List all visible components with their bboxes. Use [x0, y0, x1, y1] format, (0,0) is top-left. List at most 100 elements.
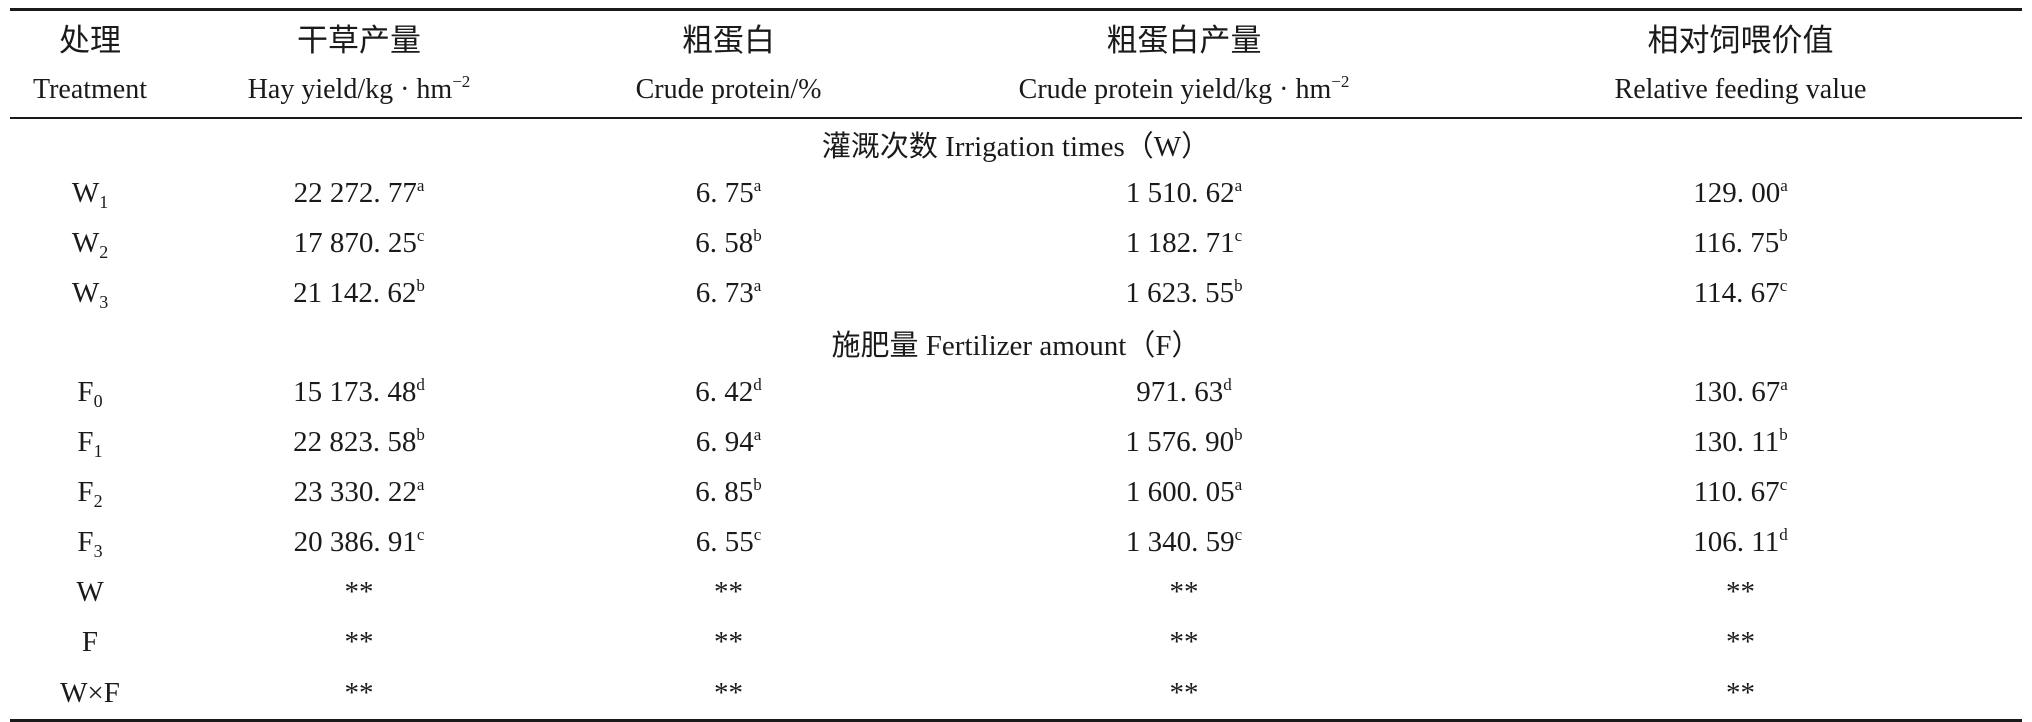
crude-protein-yield-cell-value: 1 600. 05 — [1125, 475, 1235, 508]
anova-hay-yield-significance: ** — [344, 575, 374, 608]
header-crude-protein-yield-en: Crude protein yield/kg · hm−2 — [909, 63, 1459, 118]
relative-feeding-value-cell-significance: d — [1779, 524, 1788, 544]
anova-crude-protein-yield-significance: ** — [1169, 676, 1199, 709]
header-hay-yield-unit-exponent: −2 — [452, 72, 471, 91]
table-row: W3 21 142. 62b 6. 73a 1 623. 55b 114. 67c — [10, 268, 2022, 318]
anova-factor-label: F — [81, 625, 99, 658]
hay-yield-cell: 23 330. 22a — [170, 467, 548, 517]
crude-protein-yield-cell-value: 1 576. 90 — [1125, 425, 1235, 458]
crude-protein-yield-cell-value: 1 340. 59 — [1125, 525, 1235, 558]
anova-relative-feeding-value-significance: ** — [1726, 575, 1755, 608]
crude-protein-cell-significance: a — [753, 275, 762, 295]
hay-yield-cell-significance: b — [416, 424, 425, 444]
crude-protein-cell: 6. 94a — [548, 417, 909, 467]
table-row: W2 17 870. 25c 6. 58b 1 182. 71c 116. 75b — [10, 218, 2022, 268]
crude-protein-yield-cell: 1 600. 05a — [909, 467, 1459, 517]
hay-yield-cell-value: 22 272. 77 — [293, 176, 417, 209]
hay-yield-cell-significance: a — [416, 175, 425, 195]
relative-feeding-value-cell: 106. 11d — [1459, 517, 2022, 567]
header-relative-feeding-value-zh: 相对饲喂价值 — [1647, 22, 1834, 58]
relative-feeding-value-cell-value: 130. 11 — [1693, 425, 1780, 458]
relative-feeding-value-cell-value: 106. 11 — [1693, 525, 1780, 558]
treatment-cell: F3 — [10, 517, 170, 567]
crude-protein-yield-cell: 1 340. 59c — [909, 517, 1459, 567]
hay-yield-cell-significance: c — [416, 524, 425, 544]
crude-protein-yield-cell-significance: c — [1234, 225, 1243, 245]
crude-protein-yield-cell-significance: b — [1234, 275, 1243, 295]
relative-feeding-value-cell-value: 110. 67 — [1693, 475, 1780, 508]
group-heading: 施肥量 Fertilizer amount（F） — [831, 329, 1201, 362]
crude-protein-yield-cell: 971. 63d — [909, 367, 1459, 417]
treatment-label: F — [77, 475, 94, 508]
crude-protein-cell: 6. 85b — [548, 467, 909, 517]
crude-protein-cell: 6. 42d — [548, 367, 909, 417]
header-relative-feeding-value-en: Relative feeding value — [1459, 63, 2022, 118]
crude-protein-cell-value: 6. 58 — [695, 226, 754, 259]
hay-yield-cell-value: 23 330. 22 — [293, 475, 417, 508]
hay-yield-cell-significance: a — [416, 474, 425, 494]
hay-yield-cell: 21 142. 62b — [170, 268, 548, 318]
crude-protein-yield-cell-significance: a — [1234, 175, 1243, 195]
group-heading-row: 灌溉次数 Irrigation times（W） — [10, 118, 2022, 168]
hay-yield-cell-value: 20 386. 91 — [293, 525, 417, 558]
group-heading-row: 施肥量 Fertilizer amount（F） — [10, 318, 2022, 367]
crude-protein-yield-cell: 1 576. 90b — [909, 417, 1459, 467]
crude-protein-yield-cell: 1 510. 62a — [909, 168, 1459, 218]
treatment-label: F — [77, 525, 94, 558]
crude-protein-yield-cell: 1 182. 71c — [909, 218, 1459, 268]
relative-feeding-value-cell-significance: a — [1780, 175, 1788, 195]
header-row-english: Treatment Hay yield/kg · hm−2 Crude prot… — [10, 63, 2022, 118]
anova-crude-protein-yield-significance: ** — [1169, 575, 1199, 608]
anova-crude-protein-significance: ** — [714, 676, 743, 709]
treatment-level: 2 — [93, 490, 103, 511]
header-crude-protein-en: Crude protein/% — [548, 63, 909, 118]
table-body: 灌溉次数 Irrigation times（W） W1 22 272. 77a 6. … — [10, 118, 2022, 721]
header-crude-protein-yield-unit-exponent: −2 — [1331, 72, 1350, 91]
hay-yield-cell: 15 173. 48d — [170, 367, 548, 417]
table-row: F0 15 173. 48d 6. 42d 971. 63d 130. 67a — [10, 367, 2022, 417]
results-table: 处理 干草产量 粗蛋白 粗蛋白产量 相对饲喂价值 Treatment Hay y… — [10, 8, 2022, 722]
hay-yield-cell-significance: b — [416, 275, 425, 295]
crude-protein-yield-cell-significance: d — [1223, 374, 1232, 394]
hay-yield-cell: 22 823. 58b — [170, 417, 548, 467]
crude-protein-cell-significance: c — [753, 524, 762, 544]
treatment-label: W — [71, 226, 100, 259]
treatment-label: F — [77, 425, 94, 458]
relative-feeding-value-cell: 114. 67c — [1459, 268, 2022, 318]
header-crude-protein-yield-en-text: Crude protein yield/kg · hm — [1018, 74, 1332, 105]
hay-yield-cell-value: 17 870. 25 — [293, 226, 417, 259]
header-hay-yield-en-text: Hay yield/kg · hm — [247, 74, 453, 105]
crude-protein-yield-cell-value: 1 182. 71 — [1125, 226, 1235, 259]
header-treatment-en: Treatment — [10, 63, 170, 118]
anova-row: W×F ** ** ** ** — [10, 667, 2022, 721]
anova-row: W ** ** ** ** — [10, 567, 2022, 617]
header-treatment-en-text: Treatment — [32, 74, 148, 105]
relative-feeding-value-cell-value: 130. 67 — [1693, 375, 1781, 408]
anova-crude-protein-yield-significance: ** — [1169, 625, 1199, 658]
anova-factor-label: W×F — [60, 676, 120, 709]
treatment-level: 3 — [93, 540, 103, 561]
treatment-cell: W1 — [10, 168, 170, 218]
crude-protein-cell: 6. 58b — [548, 218, 909, 268]
relative-feeding-value-cell-significance: c — [1779, 474, 1788, 494]
header-crude-protein-zh: 粗蛋白 — [682, 22, 775, 58]
treatment-label: W — [71, 176, 100, 209]
hay-yield-cell: 22 272. 77a — [170, 168, 548, 218]
anova-relative-feeding-value-significance: ** — [1726, 625, 1755, 658]
treatment-level: 1 — [93, 440, 103, 461]
table-row: W1 22 272. 77a 6. 75a 1 510. 62a 129. 00a — [10, 168, 2022, 218]
crude-protein-cell: 6. 73a — [548, 268, 909, 318]
treatment-cell: W2 — [10, 218, 170, 268]
hay-yield-cell: 17 870. 25c — [170, 218, 548, 268]
crude-protein-yield-cell-value: 1 623. 55 — [1125, 276, 1235, 309]
relative-feeding-value-cell: 110. 67c — [1459, 467, 2022, 517]
crude-protein-yield-cell-significance: b — [1234, 424, 1243, 444]
crude-protein-cell-value: 6. 73 — [695, 276, 754, 309]
relative-feeding-value-cell-value: 114. 67 — [1693, 276, 1780, 309]
crude-protein-cell-value: 6. 55 — [695, 525, 754, 558]
header-relative-feeding-value-en-text: Relative feeding value — [1614, 74, 1867, 105]
treatment-cell: F0 — [10, 367, 170, 417]
anova-factor-label: W — [76, 575, 104, 608]
crude-protein-yield-cell-value: 971. 63 — [1136, 375, 1224, 408]
relative-feeding-value-cell: 130. 11b — [1459, 417, 2022, 467]
